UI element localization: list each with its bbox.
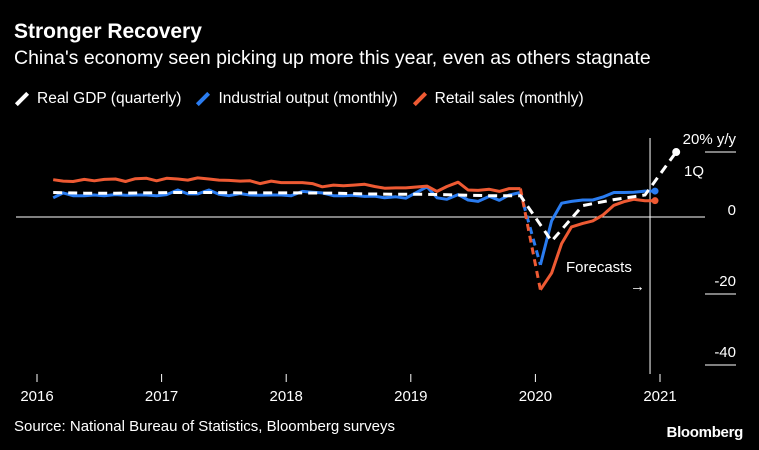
- brand-logo: Bloomberg: [666, 424, 744, 441]
- series-point-industrial-output-monthly: [651, 187, 659, 195]
- x-axis-ticks: 2016 2017 2018 2019 2020 2021: [20, 374, 677, 405]
- x-tick-label: 2018: [270, 388, 303, 405]
- x-tick-label: 2016: [20, 388, 53, 405]
- x-tick-label: 2017: [145, 388, 178, 405]
- y-tick-label: -20: [714, 273, 736, 290]
- forecasts-arrow: →: [630, 278, 645, 295]
- y-tick-label: 0: [728, 202, 736, 219]
- series-line-industrial-output-monthly: [52, 185, 521, 203]
- y-tick-label: -40: [714, 344, 736, 361]
- series-recovery-industrial-output-monthly: [538, 189, 655, 266]
- chart-title: Stronger Recovery: [14, 20, 202, 43]
- forecasts-label: Forecasts: [566, 259, 632, 276]
- series-point-retail-sales-monthly: [651, 197, 659, 205]
- legend-label-industrial: Industrial output (monthly): [218, 90, 398, 107]
- y-axis-ticks: 20% y/y 0 -20 -40: [683, 131, 737, 361]
- legend-item-gdp: Real GDP (quarterly): [14, 90, 181, 108]
- legend-item-industrial: Industrial output (monthly): [195, 90, 398, 108]
- chart-subtitle: China's economy seen picking up more thi…: [14, 47, 651, 69]
- series-line-retail-sales-monthly: [52, 176, 521, 193]
- series-lines: [52, 148, 681, 291]
- legend: Real GDP (quarterly) Industrial output (…: [14, 88, 598, 110]
- series-recovery-retail-sales-monthly: [539, 197, 655, 291]
- gridlines: [16, 138, 736, 374]
- legend-label-gdp: Real GDP (quarterly): [37, 90, 182, 107]
- y-tick-label: 20% y/y: [683, 131, 737, 148]
- q1-label: 1Q: [684, 163, 704, 180]
- x-tick-label: 2020: [519, 388, 552, 405]
- legend-label-retail: Retail sales (monthly): [434, 90, 584, 107]
- annotations: Forecasts → 1Q: [566, 163, 704, 295]
- series-point-real-gdp-quarterly: [672, 148, 681, 157]
- x-tick-label: 2019: [394, 388, 427, 405]
- x-tick-label: 2021: [643, 388, 676, 405]
- series-drop-retail-sales-monthly: [518, 188, 542, 291]
- legend-item-retail: Retail sales (monthly): [412, 90, 584, 108]
- source-note: Source: National Bureau of Statistics, B…: [14, 418, 396, 435]
